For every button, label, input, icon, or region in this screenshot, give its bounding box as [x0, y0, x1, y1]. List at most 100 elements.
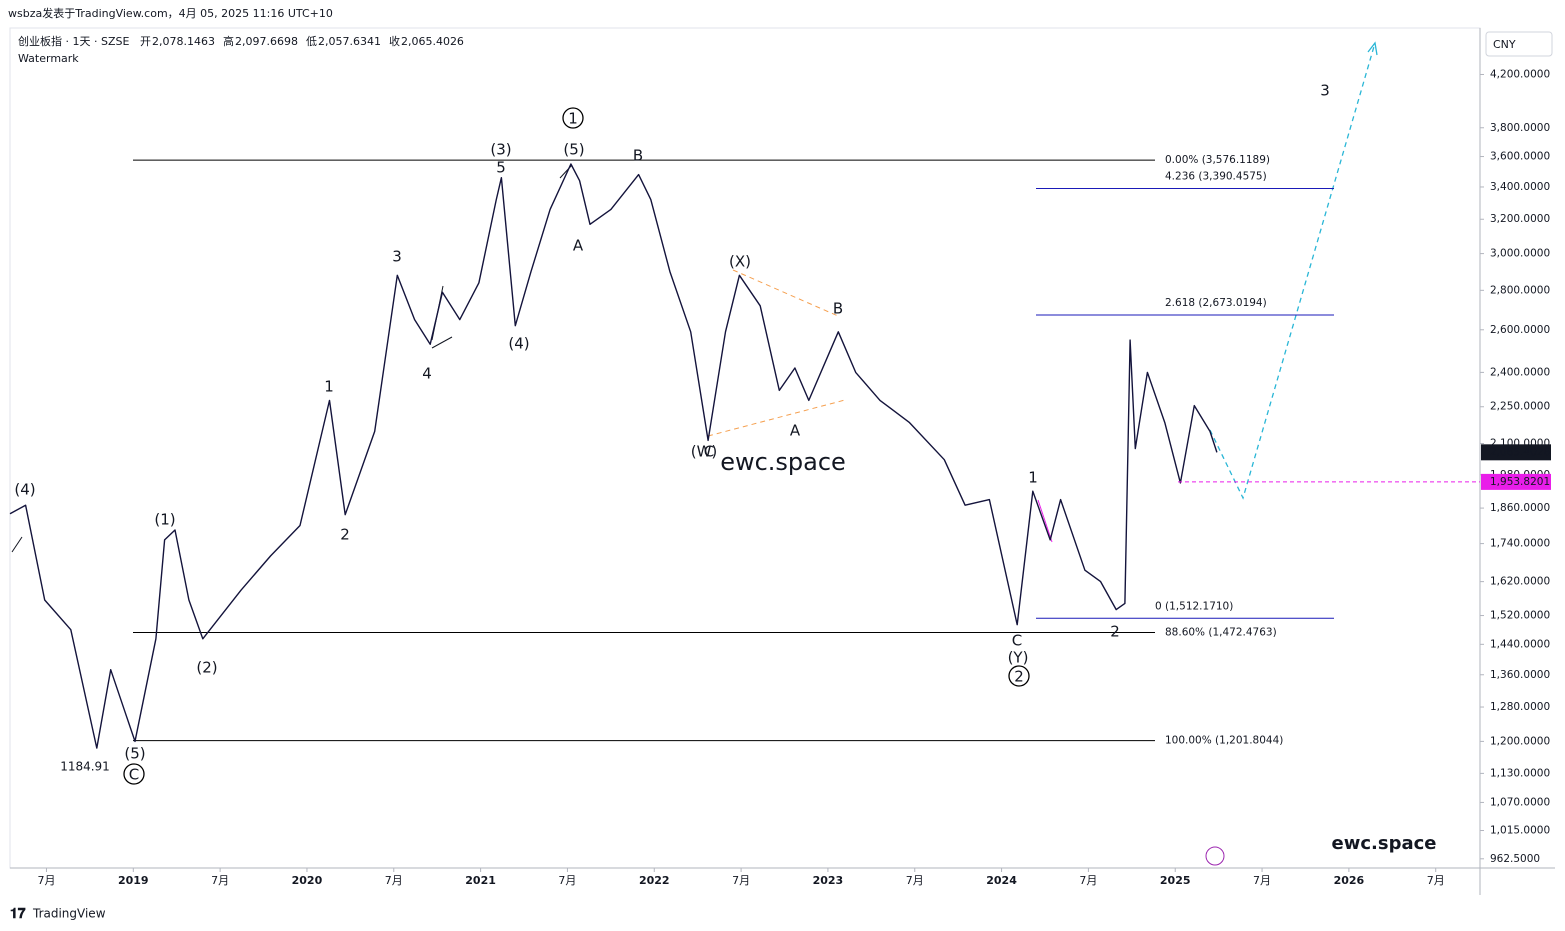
y-tick-label: 4,200.0000 [1490, 68, 1550, 80]
wave-label: A [573, 237, 584, 255]
y-tick-label: 1,200.0000 [1490, 735, 1550, 747]
wave-label: 4 [422, 365, 432, 383]
fib-level-label: 2.618 (2,673.0194) [1165, 297, 1267, 309]
x-tick-label: 2021 [465, 874, 496, 887]
fib-level-label: 100.00% (1,201.8044) [1165, 735, 1283, 747]
wave-label: 1 [1028, 469, 1038, 487]
y-tick-label: 1,860.0000 [1490, 502, 1550, 514]
drawings [11, 41, 1378, 553]
last-price-label: 2,065.4026 [1490, 446, 1550, 458]
wave-circle [1008, 665, 1030, 687]
alert-icon[interactable] [1205, 846, 1225, 866]
wave-label: (4) [508, 335, 529, 353]
footer-brand: TradingView [32, 907, 106, 921]
y-tick-label: 2,800.0000 [1490, 284, 1550, 296]
watermark-label: Watermark [18, 52, 79, 65]
x-tick-label: 2023 [813, 874, 844, 887]
wave-label: 2 [1014, 668, 1024, 686]
y-tick-label: 1,620.0000 [1490, 576, 1550, 588]
y-tick-label: 1,440.0000 [1490, 638, 1550, 650]
x-tick-label: 7月 [558, 874, 576, 887]
wave-label: (5) [124, 745, 145, 763]
published-info: wsbza发表于TradingView.com，4月 05, 2025 11:1… [8, 6, 333, 20]
y-tick-label: 3,000.0000 [1490, 248, 1550, 260]
y-tick-label: 1,360.0000 [1490, 669, 1550, 681]
y-tick-label: 1,130.0000 [1490, 767, 1550, 779]
x-tick-label: 7月 [211, 874, 229, 887]
wave-label: B [633, 147, 643, 165]
currency[interactable]: CNY [1493, 38, 1516, 51]
y-tick-label: 1,280.0000 [1490, 701, 1550, 713]
x-tick-label: 7月 [732, 874, 750, 887]
wave-label: (W) [691, 443, 718, 461]
ohlc-value: 2,057.6341 [318, 35, 381, 48]
y-tick-label: 1,015.0000 [1490, 825, 1550, 837]
tv-logo: 𝟏𝟕 [10, 906, 26, 922]
wave-label: (X) [729, 253, 751, 271]
x-tick-label: 7月 [1079, 874, 1097, 887]
wave-circle [562, 107, 584, 129]
trendline [11, 536, 23, 553]
wave-label: (3) [490, 141, 511, 159]
x-tick-label: 7月 [1427, 874, 1445, 887]
x-tick-label: 7月 [906, 874, 924, 887]
wave-label: (5) [563, 141, 584, 159]
x-tick-label: 2024 [986, 874, 1017, 887]
wave-label: 1184.91 [60, 760, 110, 774]
fib-level-label: 0.00% (3,576.1189) [1165, 154, 1270, 166]
x-tick-label: 2019 [118, 874, 149, 887]
triangle-upper [732, 269, 839, 317]
price-tag-label: 1,953.8201 [1490, 476, 1550, 488]
wave-label: 1 [324, 378, 334, 396]
wave-label: (1) [154, 511, 175, 529]
ohlc-value: 2,097.6698 [235, 35, 298, 48]
symbol: 创业板指 · 1天 · SZSE [18, 34, 129, 48]
fib-level-label: 4.236 (3,390.4575) [1165, 170, 1267, 182]
wave-label: 3 [1320, 82, 1330, 100]
last-price-tag [1481, 444, 1551, 461]
x-tick-label: 7月 [1253, 874, 1271, 887]
wave-label: 2 [340, 526, 350, 544]
y-tick-label: 1,740.0000 [1490, 538, 1550, 550]
logo-mark: 𝟏𝟕 [10, 906, 26, 922]
wave-circle [123, 763, 145, 785]
x-tick-label: 2026 [1334, 874, 1365, 887]
fib-level-label: 0 (1,512.1710) [1155, 600, 1233, 612]
x-tick-label: 7月 [385, 874, 403, 887]
wave-label: 2 [1110, 623, 1120, 641]
wave-label: (Y) [1008, 649, 1029, 667]
wave-label: C [704, 443, 714, 461]
ohlc-value: 2,065.4026 [401, 35, 464, 48]
projection-arrow [1367, 41, 1378, 56]
y-tick-label: 3,800.0000 [1490, 122, 1550, 134]
y-tick-label: 2,250.0000 [1490, 401, 1550, 413]
y-tick-label: 2,600.0000 [1490, 324, 1550, 336]
wave-label: ewc.space [720, 448, 846, 476]
y-tick-label: 3,600.0000 [1490, 151, 1550, 163]
projection-path [1209, 42, 1376, 500]
wave-label: 1 [568, 110, 578, 128]
x-tick-label: 2020 [292, 874, 323, 887]
fib-level-label: 88.60% (1,472.4763) [1165, 626, 1277, 638]
y-tick-label: 1,070.0000 [1490, 796, 1550, 808]
price-line [9, 163, 1218, 749]
trendline [431, 336, 453, 349]
triangle-lower [707, 399, 846, 437]
y-tick-label: 3,400.0000 [1490, 181, 1550, 193]
x-tick-label: 2022 [639, 874, 670, 887]
wave-label: C [129, 766, 139, 784]
ohlc-value: 2,078.1463 [152, 35, 215, 48]
trendline [1037, 499, 1053, 543]
wave-label: (2) [196, 659, 217, 677]
wave-label: A [790, 422, 801, 440]
ohlc-key: 开 [140, 35, 151, 48]
ohlc-key: 收 [389, 34, 400, 48]
price-tag [1481, 473, 1551, 490]
currency-button[interactable] [1485, 31, 1553, 57]
y-tick-label: 1,520.0000 [1490, 610, 1550, 622]
ohlc-key: 低 [306, 35, 317, 48]
ohlc-key: 高 [223, 34, 234, 48]
x-tick-label: 7月 [37, 874, 55, 887]
